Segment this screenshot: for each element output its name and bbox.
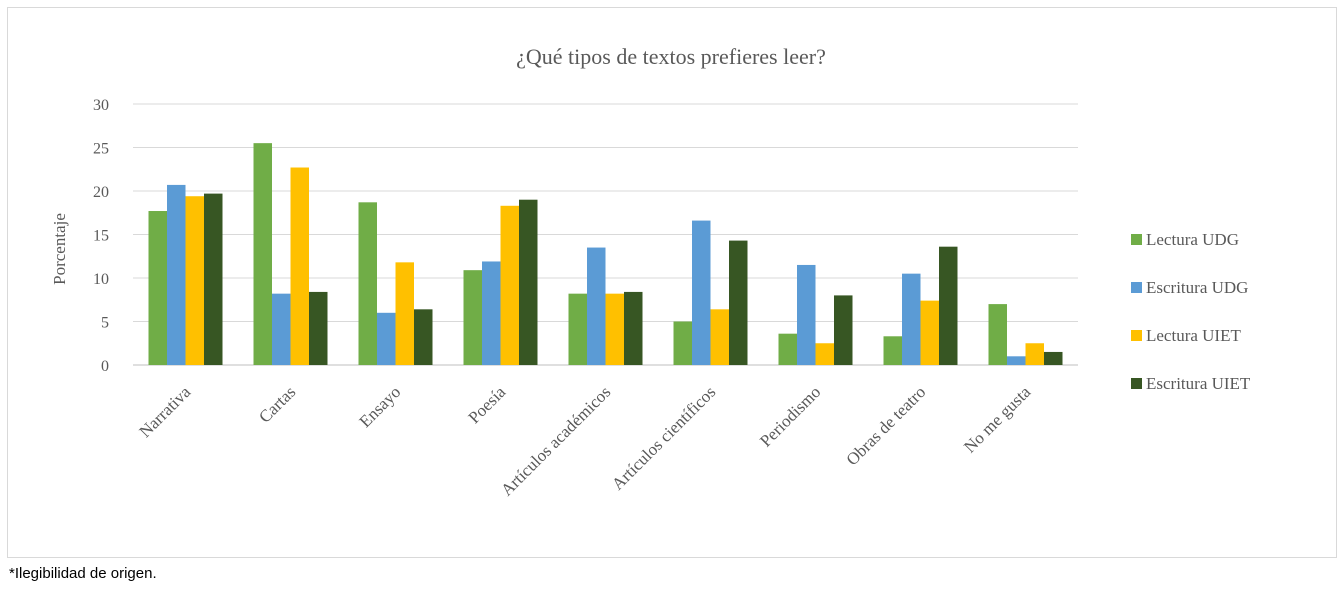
x-tick-label: Poesía [465,382,510,427]
bar [253,143,272,365]
y-tick-label: 0 [101,358,109,375]
x-tick-label: Narrativa [136,382,195,441]
x-tick-label: Periodismo [756,382,824,450]
y-tick-label: 30 [93,97,109,114]
bar [148,211,167,365]
bar [797,264,816,365]
y-tick-label: 10 [93,271,109,288]
bar [463,270,482,365]
legend-swatch [1131,234,1142,245]
x-tick-label: Artículos académicos [497,382,614,499]
bar [290,167,309,365]
y-tick-label: 5 [101,315,109,332]
legend-swatch [1131,378,1142,389]
bar [673,321,692,365]
chart-title: ¿Qué tipos de textos prefieres leer? [516,44,826,69]
legend: Lectura UDG Escritura UDG Lectura UIET Escr… [1131,230,1251,393]
bar [692,220,711,365]
footnote: *Ilegibilidad de origen. [9,565,157,582]
y-tick-label: 20 [93,184,109,201]
bar [920,300,939,365]
x-tick-label: Cartas [255,382,299,426]
bar [939,246,958,365]
legend-label: Lectura UIET [1146,326,1241,345]
bar [500,205,519,365]
bar [395,262,414,365]
bar [414,309,433,365]
bar [1025,343,1044,365]
x-tick-label: No me gusta [960,382,1035,457]
y-axis-ticks: 0 5 10 15 20 25 30 [93,97,109,375]
bar-chart: ¿Qué tipos de textos prefieres leer? Por… [50,44,1251,500]
legend-swatch [1131,330,1142,341]
x-tick-label: Ensayo [356,382,405,431]
bar [568,293,587,365]
bar [167,184,186,365]
x-tick-label: Artículos científicos [608,382,719,493]
bar [729,240,748,365]
bar [1007,356,1026,365]
legend-label: Lectura UDG [1146,230,1239,249]
bar [778,333,797,365]
bar [272,293,291,365]
bar [902,273,921,365]
bars [148,143,1063,365]
legend-label: Escritura UDG [1146,278,1248,297]
bar [988,304,1007,365]
y-tick-label: 25 [93,141,109,158]
bar [587,247,606,365]
bar [185,196,204,365]
bar [624,291,643,365]
bar [377,312,396,365]
y-tick-label: 15 [93,228,109,245]
bar [204,193,223,365]
bar [1044,351,1063,365]
bar [358,202,377,365]
bar [605,293,624,365]
x-tick-label: Obras de teatro [842,382,929,469]
bar [710,309,729,365]
legend-label: Escritura UIET [1146,374,1251,393]
chart-frame: ¿Qué tipos de textos prefieres leer? Por… [7,7,1337,558]
bar [519,199,538,365]
bar [815,343,834,365]
bar [309,291,328,365]
y-axis-label: Porcentaje [50,213,69,285]
legend-swatch [1131,282,1142,293]
bar [883,336,902,365]
bar [482,261,501,365]
bar [834,295,853,365]
